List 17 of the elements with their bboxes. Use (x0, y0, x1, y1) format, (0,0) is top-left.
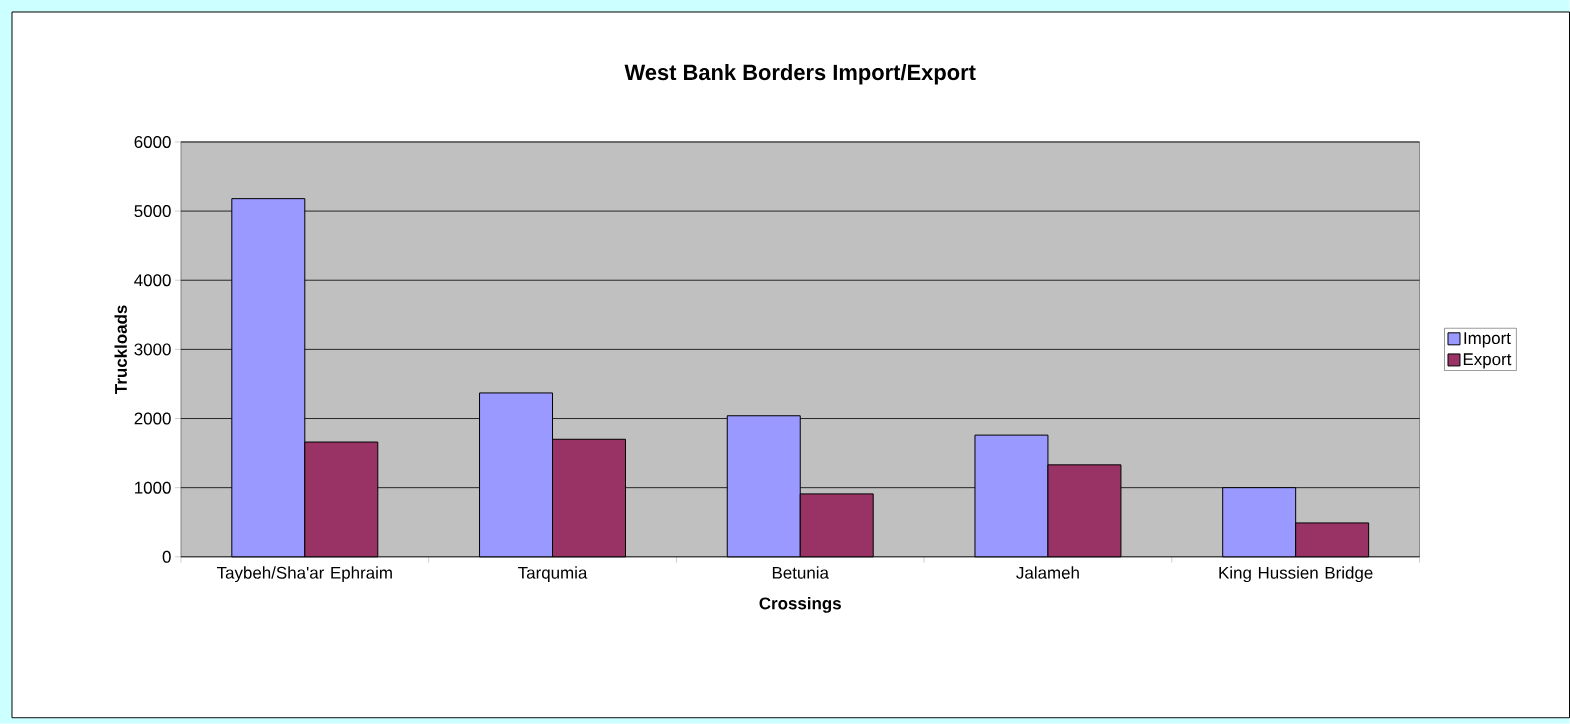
y-tick-label: 1000 (135, 481, 171, 494)
y-tick-label: 2000 (134, 412, 171, 425)
x-tick-label: Jalameh (1016, 566, 1079, 579)
x-tick-label: Betunia (772, 566, 829, 579)
x-axis-title: Crossings (759, 597, 841, 613)
y-tick-label: 3000 (134, 343, 171, 356)
x-tick-label: Tarqumia (518, 566, 588, 583)
x-tick-label: King Hussien Bridge (1219, 566, 1373, 583)
legend-label: Import (1464, 332, 1511, 348)
chart-title: West Bank Borders Import/Export (624, 64, 976, 85)
y-tick-label: 4000 (134, 274, 171, 287)
y-tick-label: 5000 (134, 205, 171, 218)
y-tick-label: 0 (162, 550, 171, 563)
y-axis-title: Truckloads (114, 305, 127, 394)
x-tick-label: Taybeh/Sha'ar Ephraim (216, 566, 392, 583)
legend-label: Export (1463, 353, 1512, 369)
y-tick-label: 6000 (134, 136, 171, 149)
